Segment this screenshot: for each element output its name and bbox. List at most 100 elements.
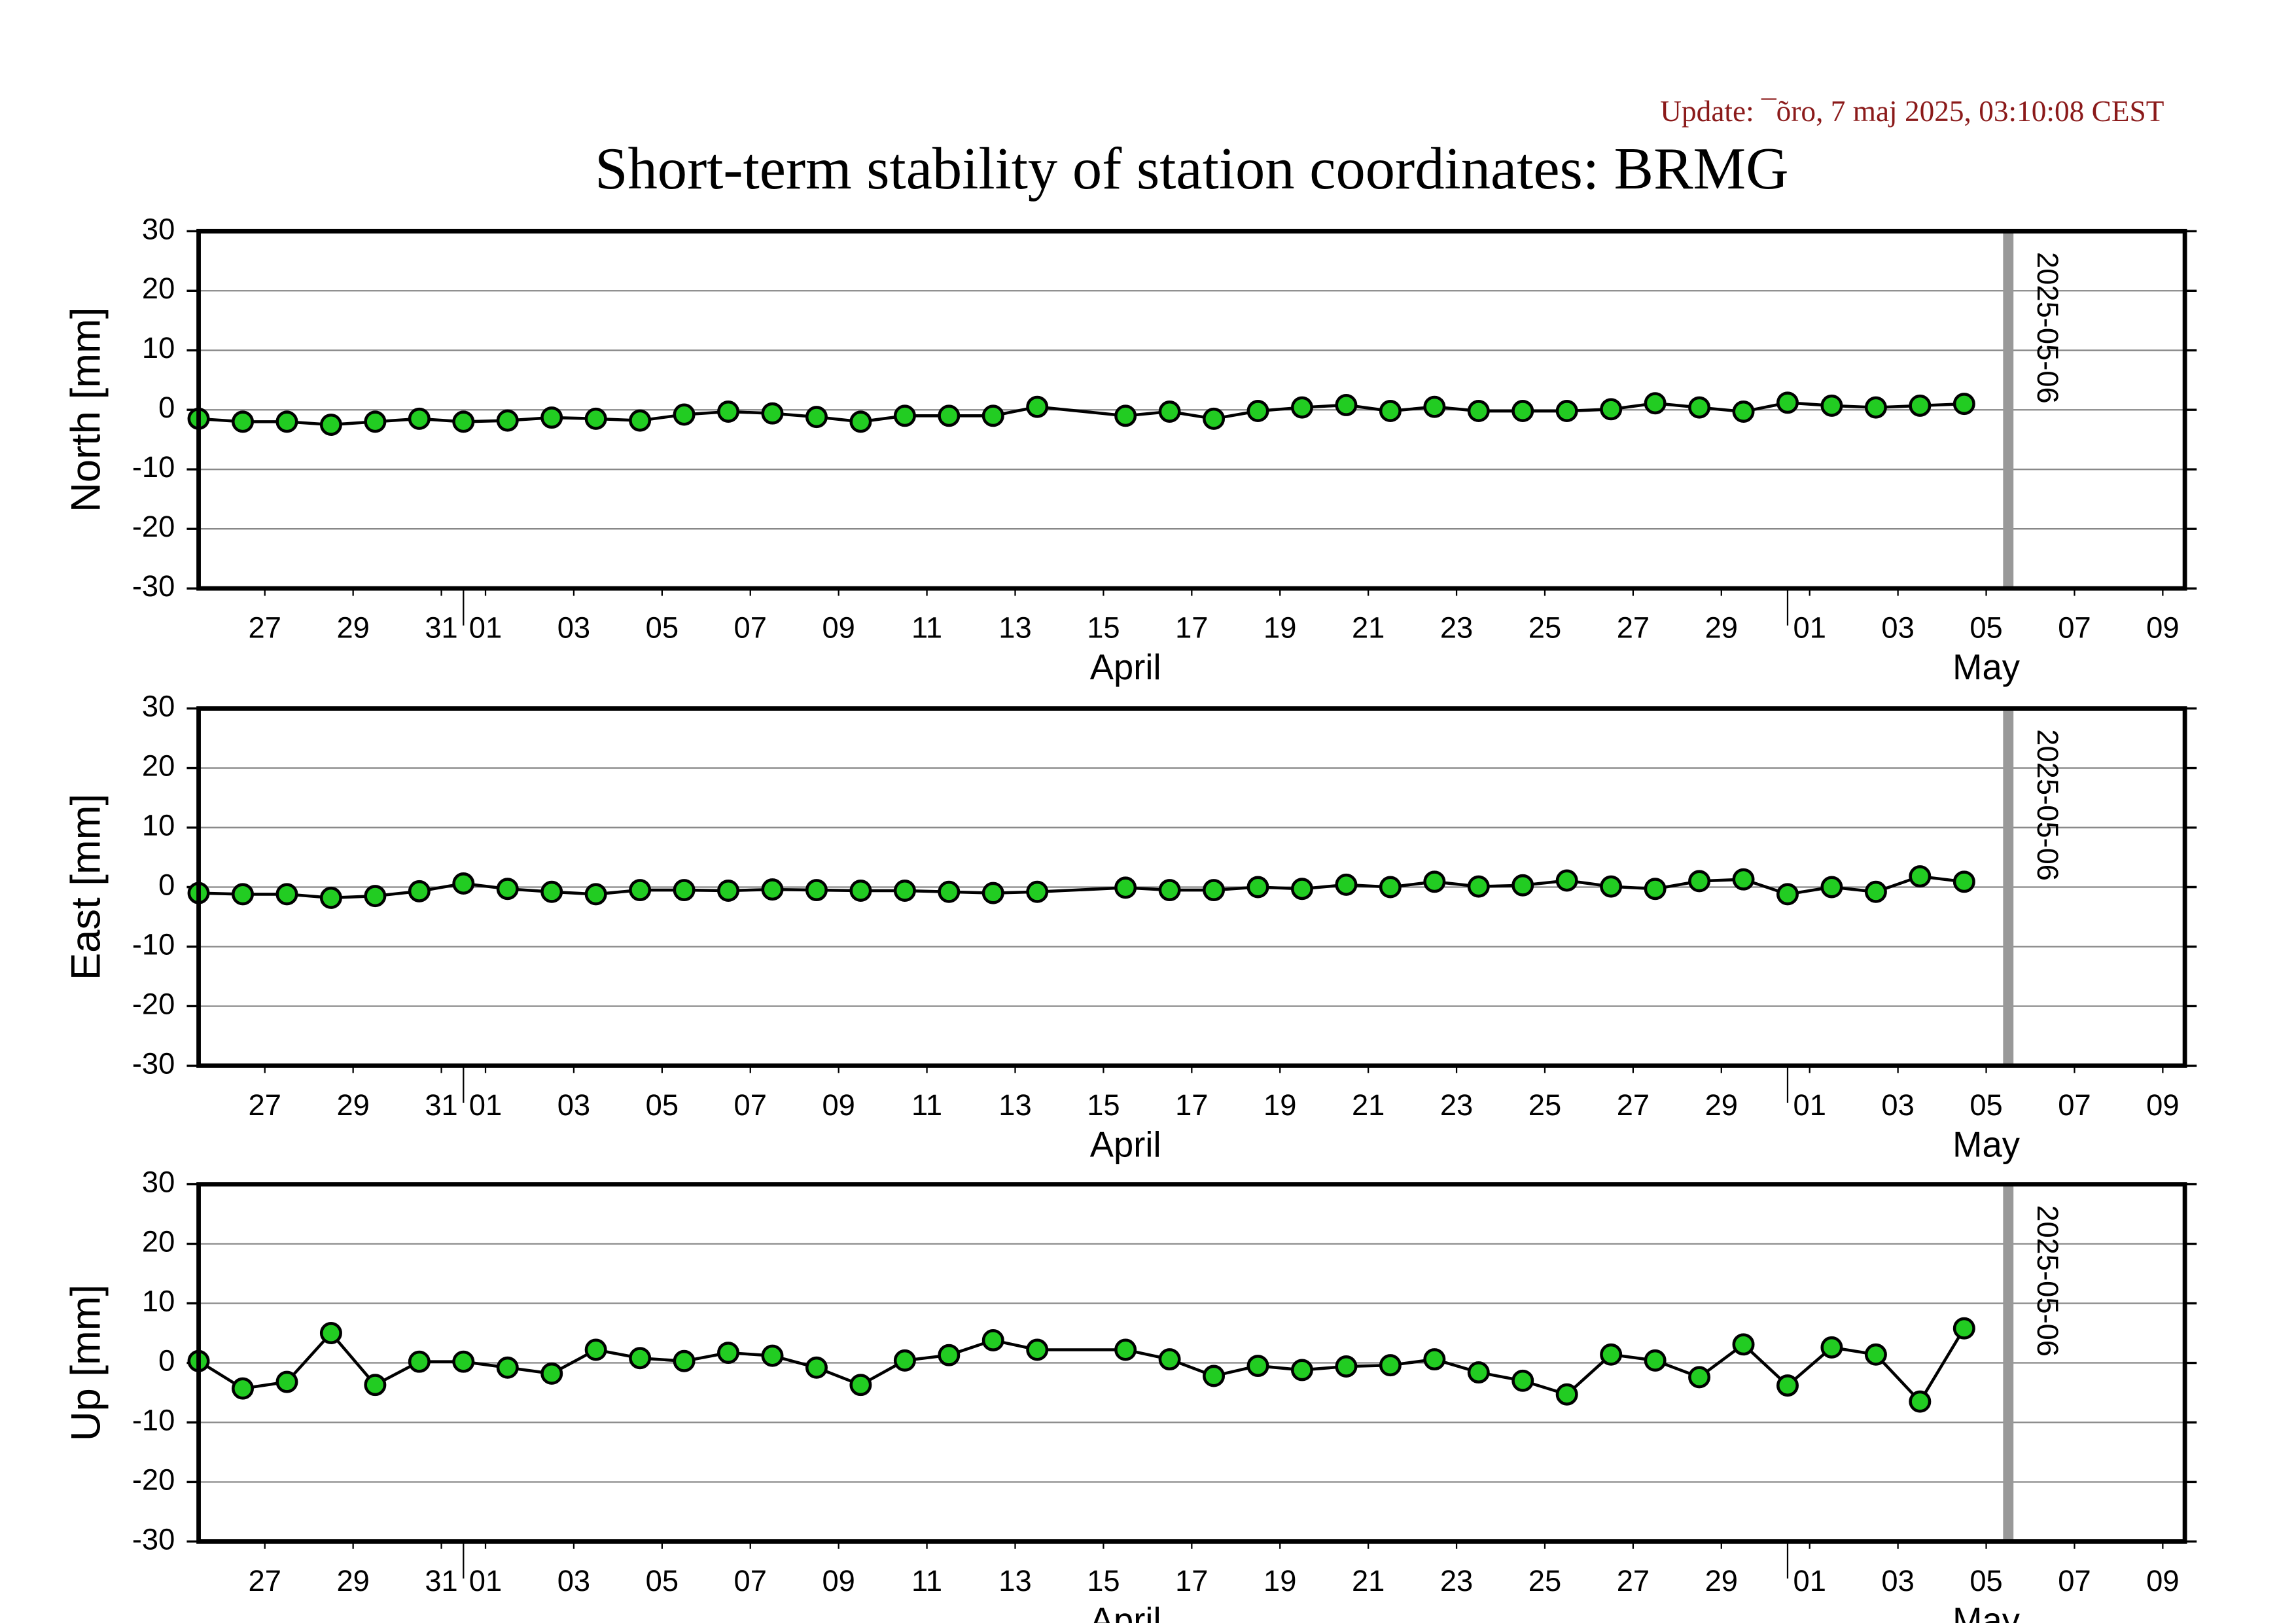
x-tick-label: 29 [1705, 611, 1738, 645]
data-point [1688, 1366, 1711, 1389]
y-tick-label: 10 [142, 331, 175, 365]
x-tick-label: 23 [1440, 611, 1473, 645]
data-point [1158, 1348, 1181, 1371]
x-tick-label: 07 [2058, 1088, 2091, 1122]
data-point [1644, 392, 1667, 415]
data-point [1335, 1355, 1358, 1378]
x-tick-label: 29 [336, 1564, 369, 1597]
data-point [1203, 879, 1226, 902]
data-line [198, 1327, 1966, 1404]
data-point [1246, 400, 1269, 423]
y-tick-label: 30 [142, 690, 175, 723]
data-point [717, 400, 740, 423]
data-point [761, 402, 784, 425]
data-point [275, 1370, 298, 1393]
data-point [981, 404, 1004, 427]
data-point [938, 880, 961, 903]
data-point [1423, 395, 1446, 418]
chart-title: Short-term stability of station coordina… [595, 135, 1788, 202]
data-point [629, 879, 652, 902]
data-point [1511, 874, 1534, 897]
data-point [938, 404, 961, 427]
data-point [1511, 1369, 1534, 1392]
data-point [938, 1344, 961, 1366]
x-tick-label: 07 [734, 611, 767, 645]
data-point [849, 410, 872, 433]
data-point [1688, 870, 1711, 893]
date-marker-label: 2025-05-06 [2031, 1205, 2064, 1357]
x-tick-label: 13 [998, 1088, 1031, 1122]
data-point [1026, 880, 1049, 903]
x-tick-label: 09 [2146, 1564, 2179, 1597]
data-point [1026, 395, 1049, 418]
x-tick-label: 19 [1263, 611, 1296, 645]
data-point [1952, 870, 1975, 893]
data-point [981, 882, 1004, 904]
data-point [319, 886, 342, 909]
data-point [232, 410, 255, 433]
x-tick-label: 09 [822, 1088, 855, 1122]
data-point [761, 1344, 784, 1367]
x-tick-label: 03 [557, 611, 590, 645]
x-tick-label: 01 [1793, 1564, 1826, 1597]
x-tick-label: 17 [1175, 1564, 1208, 1597]
y-tick-label: -20 [132, 1463, 175, 1496]
data-point [1909, 394, 1932, 417]
data-point [1114, 1338, 1137, 1361]
data-point [496, 878, 519, 901]
y-tick-label: -20 [132, 510, 175, 543]
x-tick-label: 03 [557, 1088, 590, 1122]
x-tick-label: 31 [425, 611, 457, 645]
data-point [1820, 1336, 1843, 1359]
y-tick-label: 30 [142, 212, 175, 245]
data-point [1776, 1374, 1799, 1397]
x-tick-label: 29 [1705, 1088, 1738, 1122]
data-point [408, 880, 431, 902]
data-point [584, 883, 607, 906]
data-point [1158, 879, 1181, 902]
data-point [1114, 876, 1137, 899]
y-axis-label: Up [mm] [63, 1285, 109, 1442]
plot-frame [196, 228, 2187, 591]
data-point [1732, 868, 1755, 891]
x-tick-label: 05 [1969, 611, 2002, 645]
data-point [364, 410, 387, 433]
x-tick-label: 27 [249, 611, 281, 645]
data-point [1467, 875, 1490, 898]
data-point [717, 879, 740, 902]
data-point [408, 407, 431, 430]
x-tick-label: 21 [1352, 1564, 1385, 1597]
month-label: May [1952, 647, 2021, 687]
data-point [1644, 878, 1667, 901]
x-tick-label: 01 [1793, 611, 1826, 645]
x-tick-label: 05 [646, 1564, 679, 1597]
x-tick-label: 15 [1087, 1088, 1120, 1122]
x-tick-label: 03 [1881, 1564, 1914, 1597]
data-point [1600, 1343, 1623, 1366]
month-label: April [1090, 647, 1161, 687]
plot-frame [196, 706, 2187, 1068]
data-point [1511, 400, 1534, 423]
data-point [496, 1356, 519, 1379]
x-tick-label: 09 [2146, 611, 2179, 645]
data-point [1732, 400, 1755, 423]
y-tick-label: 20 [142, 749, 175, 783]
data-point [1864, 880, 1887, 903]
data-point [1555, 1383, 1578, 1406]
data-point [1026, 1338, 1049, 1361]
x-tick-label: 05 [1969, 1088, 2002, 1122]
month-label: April [1090, 1124, 1161, 1164]
y-tick-label: -10 [132, 450, 175, 484]
x-tick-label: 07 [2058, 1564, 2091, 1597]
data-point [717, 1342, 740, 1364]
y-tick-label: -30 [132, 1046, 175, 1080]
data-point [805, 1356, 828, 1379]
x-tick-label: 25 [1528, 611, 1561, 645]
data-point [1290, 878, 1313, 901]
data-point [540, 406, 563, 429]
x-tick-label: 31 [425, 1564, 457, 1597]
x-tick-label: 23 [1440, 1564, 1473, 1597]
data-point [1820, 394, 1843, 417]
x-tick-label: 05 [646, 611, 679, 645]
data-point [452, 872, 475, 895]
